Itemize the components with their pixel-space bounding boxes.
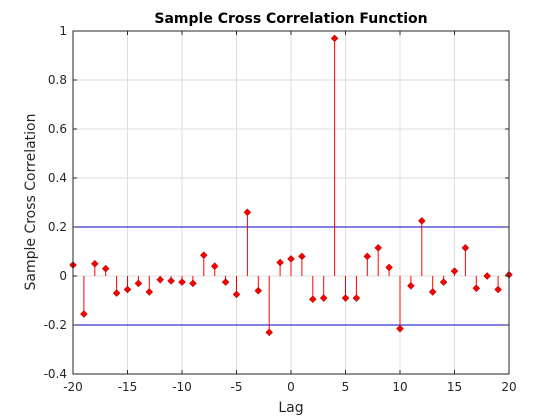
y-tick-label: -0.2 (44, 318, 67, 332)
stem-marker (461, 244, 470, 252)
stem-marker (145, 288, 154, 296)
x-tick-label: -20 (63, 380, 83, 394)
x-tick-label: -5 (231, 380, 243, 394)
stem-marker (80, 310, 88, 318)
y-tick-label: 1 (59, 24, 67, 38)
stem-marker (243, 208, 252, 217)
x-tick-label: 20 (501, 380, 516, 394)
stem-marker (494, 285, 502, 294)
confidence-bounds (73, 226, 509, 326)
stem-marker (91, 259, 99, 268)
stem-marker (385, 263, 393, 272)
stem-marker (210, 262, 219, 270)
stem-marker (341, 294, 350, 302)
y-tick-label: 0.4 (48, 171, 67, 185)
y-tick-label: -0.4 (44, 367, 67, 381)
x-tick-label: -10 (172, 380, 192, 394)
stem-marker (363, 252, 372, 261)
stem-marker (439, 278, 448, 286)
x-axis-label: Lag (278, 400, 303, 416)
stem-marker (396, 324, 404, 333)
stem-series (69, 34, 513, 337)
stem-marker (483, 272, 491, 280)
y-tick-label: 0 (59, 269, 67, 283)
y-tick-label: 0.6 (48, 122, 67, 136)
stem-marker (407, 282, 415, 290)
x-tick-label: 5 (342, 380, 350, 394)
stem-marker (450, 267, 459, 275)
stem-marker (254, 286, 263, 295)
stem-marker (276, 258, 284, 267)
stem-marker (134, 279, 143, 288)
stem-marker (101, 264, 110, 273)
stem-marker (221, 278, 230, 286)
stem-marker (418, 217, 426, 225)
x-tick-label: -15 (118, 380, 138, 394)
stem-marker (319, 294, 328, 302)
x-tick-label: 10 (392, 380, 407, 394)
stem-marker (112, 289, 121, 297)
x-tick-label: 15 (447, 380, 462, 394)
stem-marker (200, 251, 208, 259)
stem-marker (428, 288, 437, 296)
stem-marker (352, 294, 361, 302)
tick-marks (72, 30, 510, 375)
stem-marker (232, 290, 241, 299)
chart-title: Sample Cross Correlation Function (154, 11, 427, 27)
x-tick-labels: -20 -15 -10 -5 0 5 10 15 20 (63, 380, 516, 394)
stem-marker (287, 255, 295, 263)
stem-marker (265, 328, 273, 337)
stem-marker (189, 279, 197, 288)
y-tick-label: 0.8 (48, 73, 67, 87)
stem-marker (374, 244, 382, 252)
y-axis-label: Sample Cross Correlation (23, 114, 39, 291)
x-tick-label: 0 (287, 380, 295, 394)
stem-marker (123, 285, 132, 294)
stem-marker (330, 34, 339, 43)
y-tick-labels: -0.4 -0.2 0 0.2 0.4 0.6 0.8 1 (44, 24, 67, 381)
stem-marker (298, 252, 306, 261)
stem-marker (156, 275, 164, 284)
stem-marker (167, 277, 175, 285)
stem-marker (178, 278, 186, 286)
stem-marker (309, 295, 317, 304)
y-tick-label: 0.2 (48, 220, 67, 234)
stem-marker (472, 284, 481, 293)
